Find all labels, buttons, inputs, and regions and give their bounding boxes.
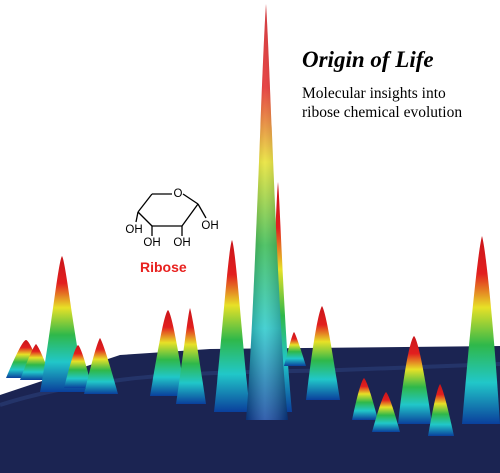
subtitle: Molecular insights into ribose chemical … <box>302 84 492 122</box>
peak-cluster-right <box>398 236 500 436</box>
peak <box>398 336 432 424</box>
peak <box>462 236 500 424</box>
peak-cluster-middle <box>150 4 400 432</box>
hydroxyl-label: OH <box>173 237 190 249</box>
peak-cluster-left <box>6 256 118 394</box>
main-peak-shading <box>246 4 288 420</box>
ribose-structure: O OH OH OH OH <box>125 188 218 249</box>
ribose-label: Ribose <box>140 259 187 275</box>
peak <box>284 332 306 366</box>
peak <box>176 308 206 404</box>
peak <box>306 306 340 400</box>
subtitle-line: Molecular insights into <box>302 85 446 102</box>
peak <box>352 378 378 420</box>
hydroxyl-label: OH <box>125 224 142 236</box>
peak <box>150 310 186 396</box>
ring-oxygen-label: O <box>174 188 183 200</box>
peak <box>372 392 400 432</box>
peak <box>428 384 454 436</box>
subtitle-line: ribose chemical evolution <box>302 104 463 121</box>
hydroxyl-label: OH <box>143 237 160 249</box>
peak <box>64 345 92 388</box>
peak <box>214 240 250 412</box>
ribose-ring-bonds <box>135 193 207 236</box>
peak <box>84 338 118 394</box>
page-title: Origin of Life <box>302 47 434 72</box>
hydroxyl-label: OH <box>201 220 218 232</box>
